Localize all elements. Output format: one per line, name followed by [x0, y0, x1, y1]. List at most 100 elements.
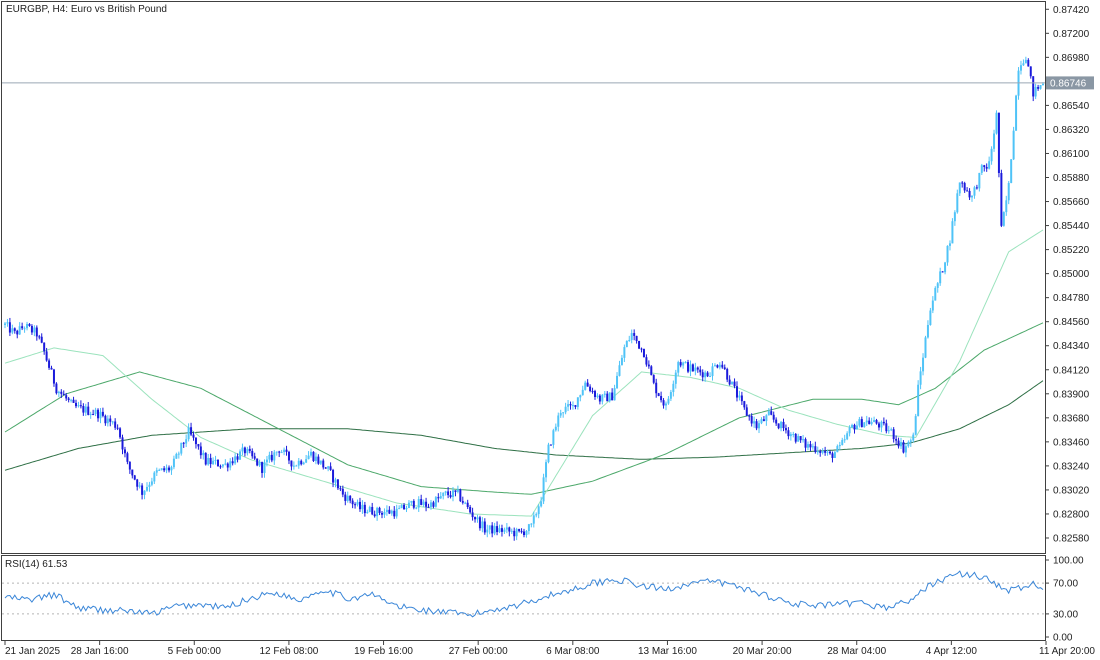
- candle-body: [924, 337, 927, 358]
- candle-body: [1032, 76, 1035, 97]
- candle-body: [890, 429, 893, 431]
- candle-body: [412, 500, 415, 508]
- candle-body: [202, 452, 205, 456]
- candle-body: [721, 364, 724, 368]
- candle-body: [922, 357, 925, 372]
- candle-body: [442, 492, 445, 497]
- candle-body: [941, 271, 944, 273]
- candle-body: [596, 395, 599, 397]
- candle-body: [74, 402, 77, 407]
- candle-body: [317, 456, 320, 464]
- candle-body: [650, 366, 653, 376]
- price-tick-label: 0.86320: [1053, 125, 1090, 136]
- candle-body: [106, 418, 109, 424]
- candle-body: [589, 386, 592, 392]
- rsi-line: [4, 570, 1044, 618]
- candle-body: [464, 502, 467, 504]
- candle-body: [691, 364, 694, 372]
- candle-body: [664, 403, 667, 406]
- candle-body: [280, 452, 283, 454]
- candle-body: [630, 333, 633, 340]
- candle-body: [944, 262, 947, 273]
- candle-body: [895, 439, 898, 441]
- candle-body: [432, 502, 435, 507]
- candle-body: [197, 444, 200, 447]
- candle-body: [679, 362, 682, 366]
- candle-body: [988, 161, 991, 169]
- candle-body: [1000, 173, 1003, 226]
- candle-body: [84, 406, 87, 413]
- candle-body: [256, 458, 259, 466]
- candle-body: [114, 421, 117, 428]
- candle-body: [131, 469, 134, 476]
- candle-body: [312, 451, 315, 461]
- candle-body: [21, 326, 24, 329]
- candle-body: [261, 462, 264, 473]
- candle-body: [92, 414, 95, 416]
- candle-body: [819, 451, 822, 453]
- candle-body: [363, 504, 366, 514]
- time-tick-label: 28 Mar 04:00: [827, 646, 886, 657]
- candle-body: [530, 523, 533, 525]
- candle-body: [33, 327, 36, 333]
- candle-body: [611, 392, 614, 401]
- candle-body: [748, 415, 751, 417]
- candle-body: [951, 221, 954, 244]
- candle-body: [177, 453, 180, 455]
- candle-body: [723, 367, 726, 370]
- candle-body: [354, 504, 357, 506]
- candle-body: [18, 326, 21, 335]
- candle-body: [371, 507, 374, 515]
- candle-body: [268, 454, 271, 460]
- candle-body: [709, 376, 712, 378]
- candle-body: [799, 436, 802, 441]
- candle-body: [549, 444, 552, 446]
- time-tick-label: 27 Feb 00:00: [449, 646, 508, 657]
- candle-body: [449, 495, 452, 498]
- candle-body: [153, 472, 156, 482]
- candle-body: [802, 439, 805, 441]
- candle-body: [1022, 63, 1025, 66]
- candle-body: [586, 382, 589, 387]
- candle-body: [598, 395, 601, 402]
- candle-body: [995, 112, 998, 134]
- candle-body: [1007, 182, 1010, 201]
- candle-body: [728, 379, 731, 385]
- time-tick-label: 6 Mar 08:00: [546, 646, 600, 657]
- candle-body: [224, 463, 227, 465]
- candle-body: [336, 479, 339, 489]
- candle-body: [956, 193, 959, 213]
- candle-body: [870, 421, 873, 425]
- candle-body: [735, 386, 738, 398]
- candle-body: [23, 328, 26, 330]
- candle-body: [459, 489, 462, 502]
- candle-body: [97, 409, 100, 419]
- candle-body: [853, 424, 856, 430]
- candle-body: [816, 451, 819, 453]
- rsi-label: RSI(14) 61.53: [5, 559, 68, 570]
- candle-body: [180, 442, 183, 454]
- candle-body: [319, 460, 322, 464]
- candle-body: [219, 466, 222, 468]
- moving-average-mid: [4, 322, 1044, 495]
- candle-body: [745, 407, 748, 416]
- candle-body: [696, 367, 699, 370]
- time-tick-label: 20 Mar 20:00: [733, 646, 792, 657]
- candle-body: [821, 450, 824, 453]
- candle-body: [750, 416, 753, 424]
- candle-body: [716, 365, 719, 368]
- candle-body: [447, 491, 450, 496]
- candle-body: [608, 392, 611, 402]
- candle-body: [633, 333, 636, 336]
- candle-body: [35, 327, 38, 337]
- candle-body: [535, 514, 538, 516]
- candle-body: [591, 391, 594, 393]
- candle-body: [6, 322, 9, 324]
- price-axis: 0.874200.872000.869800.867600.865400.863…: [1045, 5, 1090, 544]
- candle-body: [606, 393, 609, 402]
- candle-body: [429, 502, 432, 508]
- candle-body: [993, 133, 996, 149]
- candle-body: [373, 514, 376, 517]
- candle-body: [574, 405, 577, 407]
